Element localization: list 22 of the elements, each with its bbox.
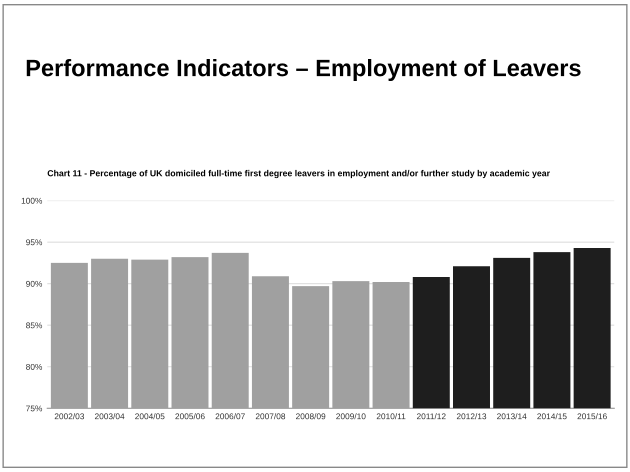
x-tick-label: 2002/03: [54, 413, 84, 420]
x-tick-label: 2014/15: [537, 413, 567, 420]
chart-subtitle: Chart 11 - Percentage of UK domiciled full-time first degree leavers in employment and/or further study by academic year: [48, 170, 550, 178]
x-tick-label: 2011/12: [416, 413, 446, 420]
x-tick-label: 2005/06: [175, 413, 205, 420]
y-tick-label: 80%: [26, 364, 42, 370]
x-tick-label: 2009/10: [336, 413, 366, 420]
y-tick-label: 85%: [26, 322, 42, 328]
chart-title: Performance Indicators – Employment of Leavers: [26, 59, 581, 82]
y-tick-label: 75%: [26, 406, 42, 412]
x-tick-label: 2004/05: [135, 413, 165, 420]
x-tick-label: 2012/13: [456, 413, 486, 420]
x-tick-label: 2015/16: [577, 413, 607, 420]
x-tick-label: 2003/04: [94, 413, 124, 420]
x-tick-label: 2008/09: [296, 413, 326, 420]
x-tick-label: 2006/07: [216, 413, 245, 420]
y-tick-label: 100%: [22, 198, 42, 204]
x-tick-label: 2007/08: [256, 413, 286, 420]
y-tick-label: 90%: [26, 280, 42, 287]
x-tick-label: 2013/14: [497, 413, 527, 420]
x-tick-label: 2010/11: [376, 413, 406, 420]
y-tick-label: 95%: [26, 239, 42, 246]
